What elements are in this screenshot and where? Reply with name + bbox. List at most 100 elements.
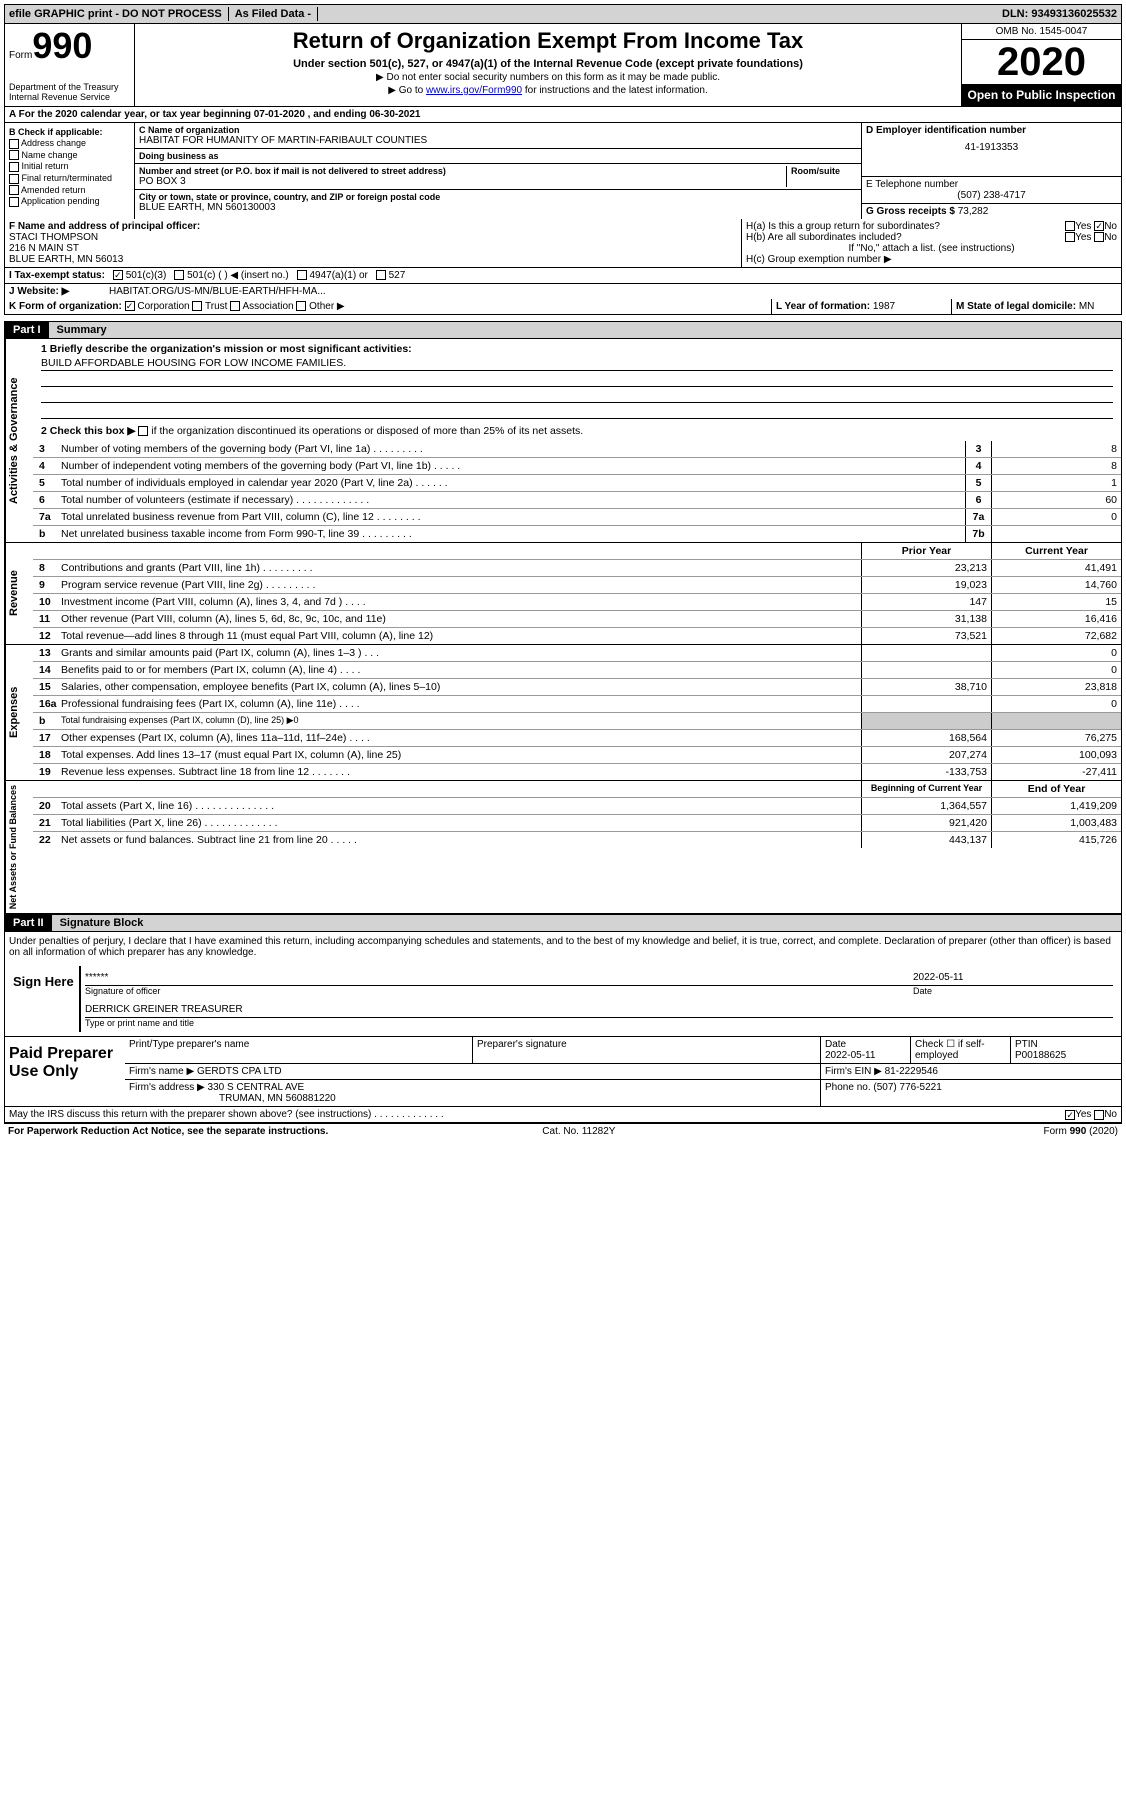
discuss-no[interactable]: [1094, 1110, 1104, 1120]
data-line: 13Grants and similar amounts paid (Part …: [33, 645, 1121, 662]
summary-revenue: Revenue Prior Year Current Year 8Contrib…: [4, 543, 1122, 645]
data-line: 8Contributions and grants (Part VIII, li…: [33, 560, 1121, 577]
row-a-period: A For the 2020 calendar year, or tax yea…: [4, 107, 1122, 123]
h-b-note: If "No," attach a list. (see instruction…: [746, 243, 1117, 254]
data-line: 14Benefits paid to or for members (Part …: [33, 662, 1121, 679]
data-line: bTotal fundraising expenses (Part IX, co…: [33, 713, 1121, 730]
dba-cell: Doing business as: [135, 149, 861, 164]
street-cell: Number and street (or P.O. box if mail i…: [135, 164, 861, 190]
data-line: 18Total expenses. Add lines 13–17 (must …: [33, 747, 1121, 764]
form-header: Form990 Department of the Treasury Inter…: [4, 24, 1122, 107]
part-i-header: Part I Summary: [4, 321, 1122, 339]
h-a: H(a) Is this a group return for subordin…: [746, 221, 1117, 232]
principal-officer: F Name and address of principal officer:…: [5, 219, 741, 267]
data-line: 12Total revenue—add lines 8 through 11 (…: [33, 628, 1121, 644]
discuss-row: May the IRS discuss this return with the…: [4, 1107, 1122, 1123]
efile-top-bar: efile GRAPHIC print - DO NOT PROCESS As …: [4, 4, 1122, 24]
phone-value: (507) 238-4717: [866, 190, 1117, 201]
summary-expenses: Expenses 13Grants and similar amounts pa…: [4, 645, 1122, 781]
chk-4947[interactable]: [297, 270, 307, 280]
h-b-no[interactable]: [1094, 232, 1104, 242]
data-line: 10Investment income (Part VIII, column (…: [33, 594, 1121, 611]
form-ref: Form 990 (2020): [1044, 1126, 1118, 1137]
street: PO BOX 3: [139, 176, 782, 187]
tab-net-assets: Net Assets or Fund Balances: [5, 781, 33, 913]
q2: 2 Check this box ▶ if the organization d…: [41, 425, 1113, 437]
form-subtitle: Under section 501(c), 527, or 4947(a)(1)…: [143, 58, 953, 70]
header-right: OMB No. 1545-0047 2020 Open to Public In…: [961, 24, 1121, 106]
chk-final-return[interactable]: Final return/terminated: [9, 173, 130, 184]
chk-initial-return[interactable]: Initial return: [9, 161, 130, 172]
org-name-cell: C Name of organization HABITAT FOR HUMAN…: [135, 123, 861, 149]
header-left: Form990 Department of the Treasury Inter…: [5, 24, 135, 106]
h-a-yes[interactable]: [1065, 221, 1075, 231]
k-form-org: K Form of organization: ✓ Corporation Tr…: [5, 299, 771, 314]
chk-amended[interactable]: Amended return: [9, 185, 130, 196]
data-line: 11Other revenue (Part VIII, column (A), …: [33, 611, 1121, 628]
data-line: 20Total assets (Part X, line 16) . . . .…: [33, 798, 1121, 815]
sign-here-block: Sign Here ****** 2022-05-11 Signature of…: [4, 962, 1122, 1037]
ein-value: 41-1913353: [866, 142, 1117, 153]
gross-receipts-value: 73,282: [958, 206, 989, 217]
officer-name-line: DERRICK GREINER TREASURER: [85, 1002, 1113, 1018]
firm-name-row: Firm's name ▶ GERDTS CPA LTD Firm's EIN …: [125, 1064, 1121, 1080]
chk-discontinued[interactable]: [138, 426, 148, 436]
gov-line: 6Total number of volunteers (estimate if…: [33, 492, 1121, 509]
chk-assoc[interactable]: [230, 301, 240, 311]
col-c-name-address: C Name of organization HABITAT FOR HUMAN…: [135, 123, 861, 219]
data-line: 16aProfessional fundraising fees (Part I…: [33, 696, 1121, 713]
header-mid: Return of Organization Exempt From Incom…: [135, 24, 961, 106]
h-c: H(c) Group exemption number ▶: [746, 254, 1117, 265]
data-line: 22Net assets or fund balances. Subtract …: [33, 832, 1121, 848]
prep-header-row: Print/Type preparer's name Preparer's si…: [125, 1037, 1121, 1064]
rev-header-row: Prior Year Current Year: [33, 543, 1121, 560]
chk-501c3[interactable]: ✓: [113, 270, 123, 280]
asfiled-label: As Filed Data -: [235, 8, 311, 20]
chk-name-change[interactable]: Name change: [9, 150, 130, 161]
form-number: Form990: [9, 28, 130, 64]
tab-governance: Activities & Governance: [5, 339, 33, 542]
chk-other[interactable]: [296, 301, 306, 311]
col-b-checkboxes: B Check if applicable: Address change Na…: [5, 123, 135, 219]
firm-addr-row: Firm's address ▶ 330 S CENTRAL AVETRUMAN…: [125, 1080, 1121, 1106]
gov-line: 7aTotal unrelated business revenue from …: [33, 509, 1121, 526]
gross-receipts-cell: G Gross receipts $ 73,282: [862, 204, 1121, 219]
dept-label: Department of the Treasury: [9, 82, 130, 92]
chk-corp[interactable]: ✓: [125, 301, 135, 311]
chk-501c[interactable]: [174, 270, 184, 280]
irs-link[interactable]: www.irs.gov/Form990: [426, 85, 522, 96]
divider: [317, 7, 318, 21]
divider: [228, 7, 229, 21]
tax-year: 2020: [962, 40, 1121, 84]
city: BLUE EARTH, MN 560130003: [139, 202, 857, 213]
data-line: 15Salaries, other compensation, employee…: [33, 679, 1121, 696]
chk-address-change[interactable]: Address change: [9, 138, 130, 149]
chk-pending[interactable]: Application pending: [9, 196, 130, 207]
chk-527[interactable]: [376, 270, 386, 280]
gov-line: 3Number of voting members of the governi…: [33, 441, 1121, 458]
omb-number: OMB No. 1545-0047: [962, 24, 1121, 40]
col-d-e-g: D Employer identification number 41-1913…: [861, 123, 1121, 219]
discuss-yes[interactable]: ✓: [1065, 1110, 1075, 1120]
net-header-row: Beginning of Current Year End of Year: [33, 781, 1121, 798]
instruction-line-2: ▶ Go to www.irs.gov/Form990 for instruct…: [143, 85, 953, 96]
website-value: HABITAT.ORG/US-MN/BLUE-EARTH/HFH-MA...: [105, 284, 330, 299]
h-a-no[interactable]: ✓: [1094, 221, 1104, 231]
b-title: B Check if applicable:: [9, 127, 130, 137]
instruction-line-1: ▶ Do not enter social security numbers o…: [143, 72, 953, 83]
data-line: 19Revenue less expenses. Subtract line 1…: [33, 764, 1121, 780]
efile-label: efile GRAPHIC print - DO NOT PROCESS: [9, 8, 222, 20]
h-b-yes[interactable]: [1065, 232, 1075, 242]
phone-cell: E Telephone number (507) 238-4717: [862, 177, 1121, 204]
sign-here-label: Sign Here: [9, 966, 79, 1032]
group-return-h: H(a) Is this a group return for subordin…: [741, 219, 1121, 267]
officer-sig-line: ****** 2022-05-11: [85, 970, 1113, 986]
chk-trust[interactable]: [192, 301, 202, 311]
tab-expenses: Expenses: [5, 645, 33, 780]
ein-cell: D Employer identification number 41-1913…: [862, 123, 1121, 177]
tab-revenue: Revenue: [5, 543, 33, 644]
entity-info-grid: B Check if applicable: Address change Na…: [4, 123, 1122, 219]
data-line: 17Other expenses (Part IX, column (A), l…: [33, 730, 1121, 747]
paid-preparer-label: Paid Preparer Use Only: [5, 1037, 125, 1106]
summary-governance: Activities & Governance 1 Briefly descri…: [4, 339, 1122, 543]
